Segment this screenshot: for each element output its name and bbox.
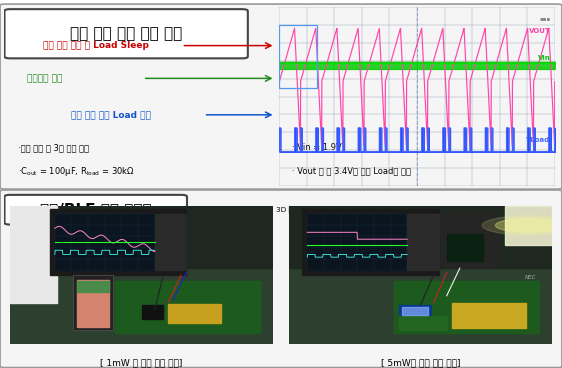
Bar: [10, 206, 57, 302]
Text: [ 5mW급 센서 소비 전력]: [ 5mW급 센서 소비 전력]: [380, 358, 460, 367]
Bar: [289, 268, 552, 344]
FancyBboxPatch shape: [0, 4, 562, 189]
Bar: [10, 206, 273, 268]
Bar: [279, 25, 318, 88]
Bar: [307, 214, 407, 269]
Bar: [505, 206, 552, 245]
Bar: [394, 280, 539, 333]
Bar: [168, 304, 220, 323]
Text: NEC: NEC: [525, 275, 537, 280]
Bar: [77, 280, 108, 291]
Ellipse shape: [482, 216, 562, 235]
Text: ·광전 유닛 셀 3개 직렬 연결: ·광전 유닛 셀 3개 직렬 연결: [19, 143, 89, 152]
Bar: [73, 275, 113, 330]
Bar: [10, 268, 273, 344]
Text: 광전모듈 입력: 광전모듈 입력: [26, 74, 62, 83]
Bar: [400, 316, 447, 330]
Bar: [447, 234, 483, 261]
Bar: [302, 209, 439, 275]
Bar: [115, 280, 260, 333]
Text: VOUT: VOUT: [529, 28, 550, 34]
FancyBboxPatch shape: [4, 195, 187, 224]
Text: 3D 모듈 (광전  Unit 3개 직렬 연결 x 2) 2개 사용, 실내광 (형광등) 활용: 3D 모듈 (광전 Unit 3개 직렬 연결 x 2) 2개 사용, 실내광 …: [276, 206, 452, 213]
Bar: [77, 280, 108, 327]
Text: Vin: Vin: [538, 55, 550, 61]
Text: · Vin = 1.9V: · Vin = 1.9V: [292, 143, 342, 152]
Bar: [452, 302, 525, 328]
Ellipse shape: [495, 219, 561, 232]
Text: ·C$_{\mathrm{out}}$ = 100μF, R$_{\mathrm{load}}$ = 30kΩ: ·C$_{\mathrm{out}}$ = 100μF, R$_{\mathrm…: [19, 165, 135, 178]
Bar: [49, 209, 187, 275]
Bar: [402, 307, 428, 315]
Bar: [289, 206, 552, 268]
FancyBboxPatch shape: [4, 9, 248, 59]
Bar: [155, 214, 187, 269]
Bar: [400, 305, 431, 316]
Bar: [55, 214, 155, 269]
Text: · Vout 이 약 3.4V가 되면 Load와 연결: · Vout 이 약 3.4V가 되면 Load와 연결: [292, 167, 411, 176]
Text: 변환 전력 저장 및 Load Sleep: 변환 전력 저장 및 Load Sleep: [43, 41, 149, 50]
FancyBboxPatch shape: [0, 190, 562, 368]
Text: 저항 부하 이용 작동 확인: 저항 부하 이용 작동 확인: [70, 26, 182, 41]
Bar: [441, 213, 499, 268]
Bar: [407, 214, 439, 269]
Text: 센서/BLE 구동 테스트: 센서/BLE 구동 테스트: [40, 202, 152, 217]
Text: VLoad: VLoad: [526, 137, 550, 143]
Text: [ 1mW 급 센서 소비 전력]: [ 1mW 급 센서 소비 전력]: [101, 358, 183, 367]
Text: 저장 전력 활용 Load 작동: 저장 전력 활용 Load 작동: [71, 110, 151, 119]
Text: ▪▪▪: ▪▪▪: [539, 16, 550, 21]
Bar: [142, 305, 162, 319]
